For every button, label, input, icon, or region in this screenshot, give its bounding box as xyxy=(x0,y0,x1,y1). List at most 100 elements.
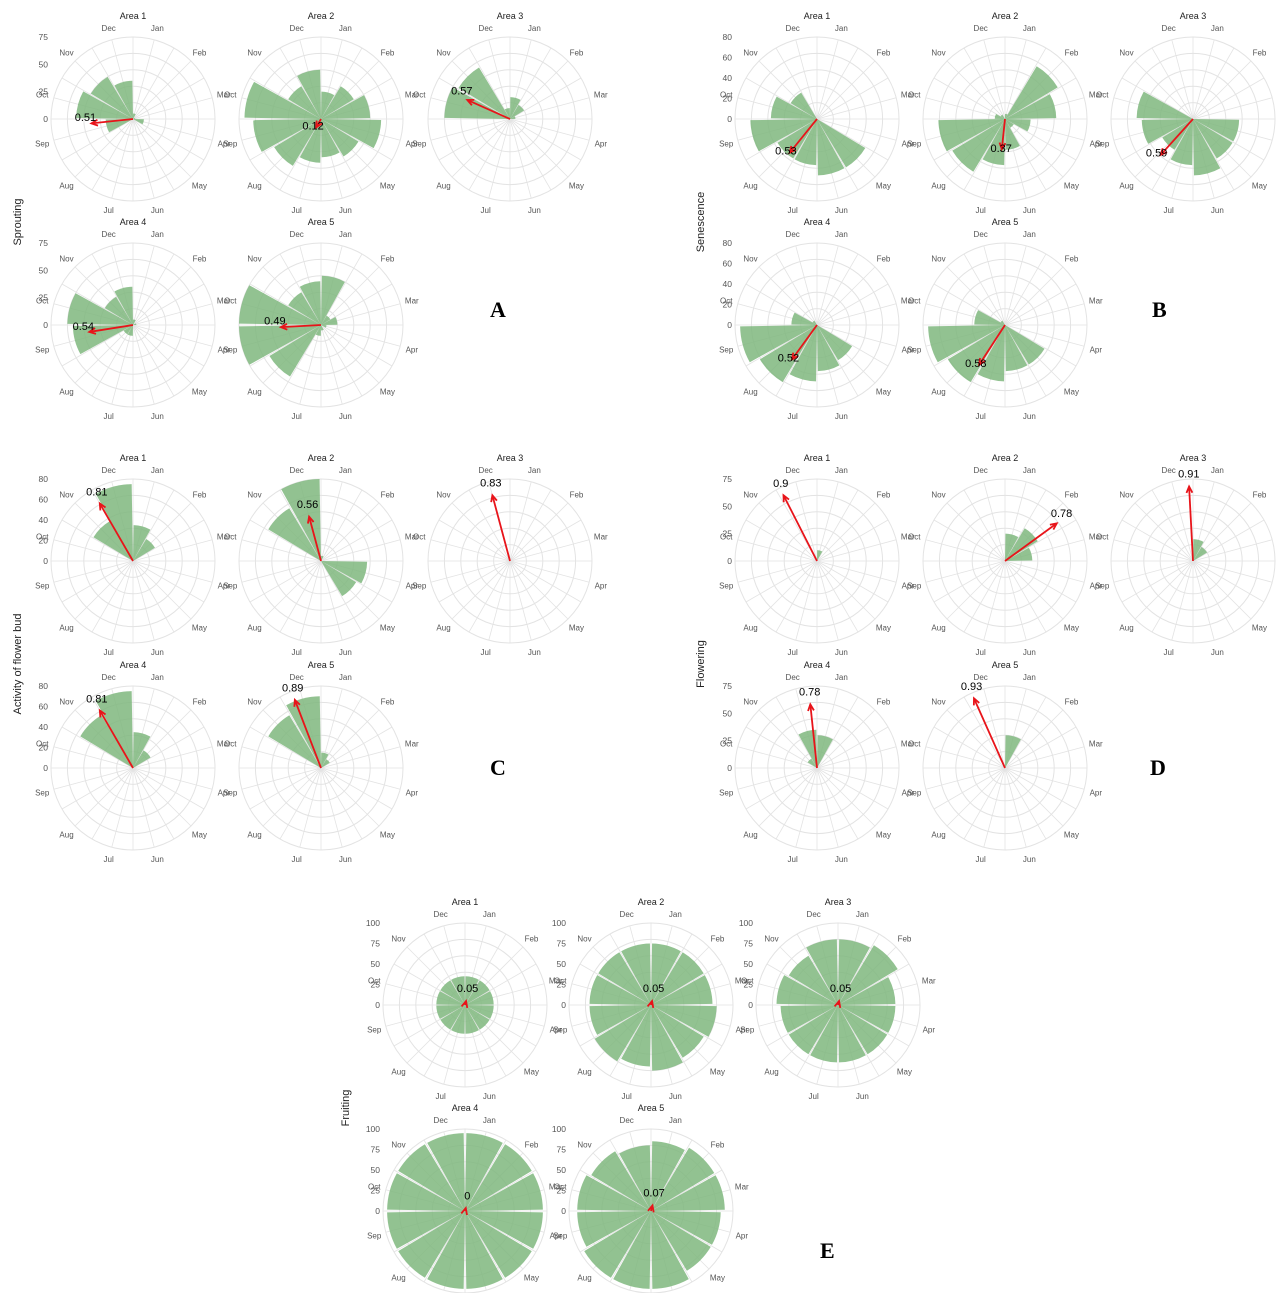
radial-tick-label: 100 xyxy=(366,918,380,928)
month-label: Nov xyxy=(59,49,73,58)
month-label: Nov xyxy=(59,255,73,264)
radial-tick-label: 75 xyxy=(39,238,49,248)
mean-vector-arrowhead xyxy=(460,1206,468,1216)
month-label: Dec xyxy=(620,1116,634,1125)
grid-spoke xyxy=(775,253,818,326)
radial-tick-label: 20 xyxy=(723,300,733,310)
bar-jul xyxy=(982,119,1005,166)
month-label: May xyxy=(876,830,891,839)
month-label: Dec xyxy=(290,673,304,682)
bar-feb xyxy=(465,1144,532,1211)
month-label: Apr xyxy=(902,345,915,354)
grid-spoke xyxy=(983,39,1006,120)
month-label: Apr xyxy=(1090,788,1103,797)
bar-may xyxy=(1005,119,1014,128)
month-label: May xyxy=(1252,181,1267,190)
radial-tick-label: 0 xyxy=(561,1206,566,1216)
grid-spoke xyxy=(650,933,693,1006)
bar-apr xyxy=(1005,119,1031,132)
grid-spoke xyxy=(816,60,876,120)
grid-spoke xyxy=(816,324,859,397)
subplot-title: Area 5 xyxy=(638,1103,665,1113)
bar-jan xyxy=(651,1141,685,1211)
grid-spoke xyxy=(262,767,322,827)
grid-spoke xyxy=(241,767,322,790)
month-label: May xyxy=(876,181,891,190)
grid-spoke xyxy=(279,118,322,191)
month-label: Nov xyxy=(743,491,757,500)
month-label: Feb xyxy=(877,255,891,264)
bar-nov xyxy=(1000,320,1005,325)
grid-spoke xyxy=(320,696,363,769)
mean-vector-arrowhead xyxy=(293,697,301,707)
grid-spoke xyxy=(983,481,1006,562)
bar-jan xyxy=(133,732,151,768)
month-label: Jan xyxy=(669,910,682,919)
mean-vector-arrowhead xyxy=(998,142,1007,152)
grid-spoke xyxy=(650,1004,723,1047)
radial-tick-label: 40 xyxy=(39,722,49,732)
grid-spoke xyxy=(745,726,818,769)
mean-vector-length-label: 0.91 xyxy=(1178,468,1199,480)
month-label: Sep xyxy=(35,788,50,797)
month-label: Oct xyxy=(554,977,567,986)
grid-spoke xyxy=(464,1210,507,1283)
month-label: Jun xyxy=(669,1092,682,1101)
subplot-title: Area 5 xyxy=(992,217,1019,227)
month-label: Feb xyxy=(877,698,891,707)
bar-jul xyxy=(789,325,817,382)
mean-vector-arrow xyxy=(308,516,322,562)
grid-spoke xyxy=(1171,39,1194,120)
grid-spoke xyxy=(279,560,322,633)
month-label: May xyxy=(569,181,584,190)
grid-spoke xyxy=(320,767,343,848)
grid-spoke xyxy=(1004,118,1064,178)
bar-jan xyxy=(1193,539,1204,561)
radial-tick-label: 25 xyxy=(744,980,754,990)
month-label: Mar xyxy=(594,91,608,100)
bar-dec xyxy=(297,69,321,119)
month-label: Jun xyxy=(151,206,164,215)
polar-subplot: JanFebMarAprMayJunJulAugSepOctNovDec0255… xyxy=(366,1103,563,1293)
grid-spoke xyxy=(933,283,1006,326)
month-label: Jan xyxy=(151,466,164,475)
month-label: Dec xyxy=(1162,466,1176,475)
grid-spoke xyxy=(320,539,401,562)
bar-jul xyxy=(794,119,817,166)
grid-spoke xyxy=(650,1169,723,1212)
month-label: Jul xyxy=(976,648,986,657)
grid-spoke xyxy=(1151,489,1194,562)
subplot-title: Area 4 xyxy=(120,217,147,227)
month-label: Feb xyxy=(1065,698,1079,707)
month-label: Apr xyxy=(1090,345,1103,354)
polar-subplot: Jan Feb Mar Apr May Jun Jul Aug Sep Oct Nov Dec Area… xyxy=(223,11,419,215)
bar-sep xyxy=(239,325,321,365)
grid-spoke xyxy=(279,696,322,769)
mean-vector-length-label: 0.93 xyxy=(961,681,982,693)
month-label: Oct xyxy=(368,1183,381,1192)
month-label: Feb xyxy=(193,698,207,707)
mean-vector-arrowhead xyxy=(98,708,107,718)
grid-spoke xyxy=(766,963,839,1006)
grid-spoke xyxy=(423,1139,466,1212)
grid-spoke xyxy=(933,560,1006,603)
grid-spoke xyxy=(963,560,1006,633)
bar-may xyxy=(321,119,359,157)
month-label: May xyxy=(1064,830,1079,839)
month-label: Feb xyxy=(381,491,395,500)
radial-tick-label: 25 xyxy=(39,293,49,303)
grid-spoke xyxy=(1004,696,1047,769)
grid-spoke xyxy=(53,746,134,769)
month-label: May xyxy=(1064,181,1079,190)
mean-vector-arrow xyxy=(99,710,134,769)
polar-subplot: Jan Feb Mar Apr May Jun Jul Aug Sep Oct Nov Dec Area… xyxy=(223,453,419,657)
grid-spoke xyxy=(983,767,1006,848)
bar-sep xyxy=(253,119,321,152)
month-label: Nov xyxy=(931,698,945,707)
grid-spoke xyxy=(132,767,205,810)
mean-vector-length-label: 0.52 xyxy=(778,352,799,364)
panel-ylabel: Flowering xyxy=(695,640,707,688)
grid-spoke xyxy=(816,118,889,161)
mean-vector-arrow xyxy=(1159,118,1194,156)
